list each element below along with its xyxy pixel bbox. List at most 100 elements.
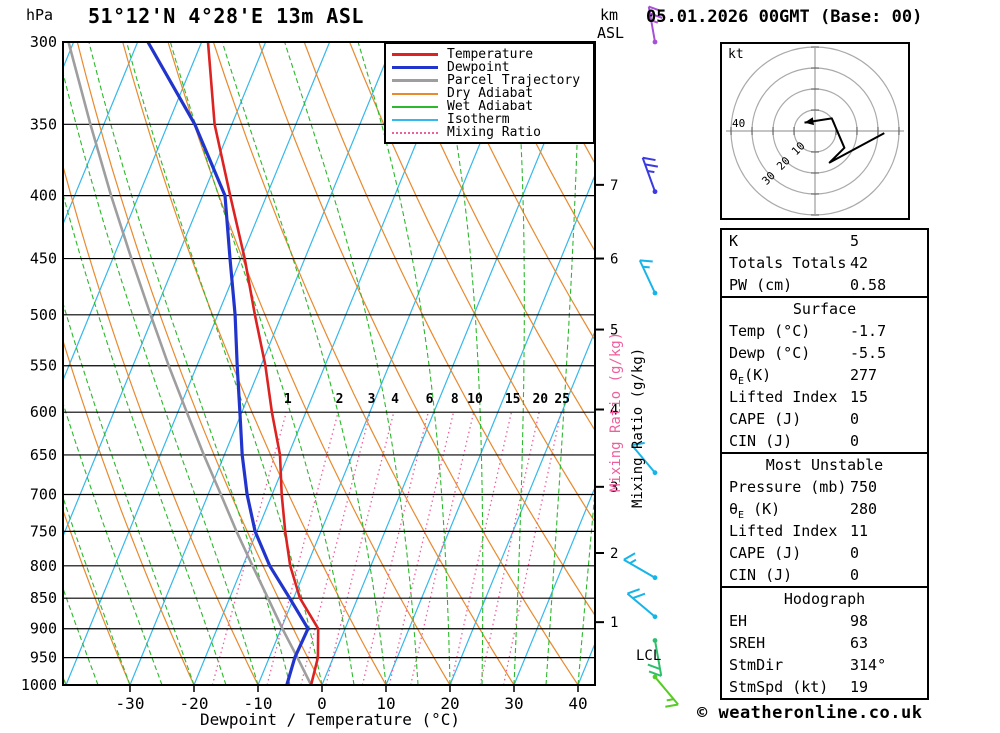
mixing-ratio-axis-label-pink: Mixing Ratio (g/kg) — [608, 331, 624, 492]
pressure-tick-label: 700 — [30, 486, 57, 504]
wind-barbs — [623, 5, 679, 708]
km-tick-label: 5 — [610, 323, 618, 339]
table-row: EH 98 — [722, 610, 927, 632]
mixing-ratio-value-label: 1 — [284, 392, 292, 407]
legend-item-label: Parcel Trajectory — [447, 73, 581, 88]
table-row-value: 280 — [850, 500, 878, 518]
temperature-tick-label: -10 — [244, 694, 273, 713]
wind-barb — [647, 638, 663, 677]
sounding-curves — [67, 42, 320, 685]
table-section: K 5 Totals Totals 42 PW (cm) 0.58 — [720, 228, 929, 298]
legend-item: Isotherm — [392, 113, 587, 126]
wind-barb — [652, 674, 679, 708]
table-row: Totals Totals 42 — [722, 252, 927, 274]
legend-swatch — [392, 66, 438, 69]
table-row-value: 0 — [850, 432, 860, 450]
table-row: CIN (J) 0 — [722, 564, 927, 586]
table-row-value: 98 — [850, 612, 869, 630]
indices-table: K 5 Totals Totals 42 PW (cm) 0.58 Surface Temp … — [720, 228, 929, 700]
mixing-ratio-value-label: 2 — [336, 392, 344, 407]
table-row-label: θE(K) — [729, 366, 772, 387]
altitude-axis-unit-km: km — [600, 6, 619, 24]
hodograph-ring-label: 30 — [759, 169, 778, 188]
table-row: CAPE (J) 0 — [722, 542, 927, 564]
mixing-ratio-value-labels: 1 2 3 4 6 8 10 15 20 25 — [284, 392, 570, 407]
table-row-value: 5 — [850, 232, 860, 250]
copyright: © weatheronline.co.uk — [697, 703, 923, 723]
parcel-trajectory-curve — [67, 42, 313, 685]
table-row-value: 0 — [850, 566, 860, 584]
hodograph-unit-label: kt — [728, 47, 744, 62]
pressure-tick-label: 950 — [30, 649, 57, 667]
km-tick-label: 7 — [610, 178, 618, 194]
table-section: Most Unstable Pressure (mb) 750 θE (K) 280 Li… — [720, 452, 929, 588]
plot-frame — [62, 41, 596, 686]
pressure-tick-label: 900 — [30, 620, 57, 638]
altitude-axis-unit-asl: ASL — [597, 24, 625, 42]
table-row-label: K — [729, 232, 739, 250]
isotherm-lines — [63, 42, 595, 685]
table-row: θE (K) 280 — [722, 498, 927, 521]
legend-item-label: Wet Adiabat — [447, 99, 534, 114]
pressure-tick-label: 850 — [30, 589, 57, 607]
table-row: StmDir 314° — [722, 654, 927, 676]
mixing-ratio-value-label: 15 — [505, 392, 521, 407]
table-row-label: CAPE (J) — [729, 544, 802, 562]
table-row: Temp (°C) -1.7 — [722, 320, 927, 342]
table-row-value: 0 — [850, 544, 860, 562]
temperature-curve — [206, 42, 320, 685]
hodograph-trace-arrowhead — [804, 117, 815, 126]
pressure-tick-label: 500 — [30, 306, 57, 324]
mixing-ratio-value-label: 20 — [532, 392, 548, 407]
mixing-ratio-value-label: 8 — [451, 392, 459, 407]
legend-item-label: Mixing Ratio — [447, 125, 541, 140]
pressure-tick-label: 600 — [30, 403, 57, 421]
wind-barb — [626, 588, 658, 620]
table-row-value: -1.7 — [850, 322, 887, 340]
mixing-ratio-lines — [211, 412, 562, 685]
dewpoint-curve — [146, 42, 310, 685]
table-row-label: CIN (J) — [729, 432, 793, 450]
mixing-ratio-value-label: 25 — [554, 392, 570, 407]
table-section: Surface Temp (°C) -1.7 Dewp (°C) -5.5 θE(K) 27… — [720, 296, 929, 454]
table-row-value: 19 — [850, 678, 869, 696]
mixing-ratio-axis-label: Mixing Ratio (g/kg) — [630, 347, 646, 508]
table-row-value: 15 — [850, 388, 869, 406]
table-row: StmSpd (kt) 19 — [722, 676, 927, 698]
legend-swatch — [392, 105, 438, 108]
temperature-tick-label: -20 — [180, 694, 209, 713]
table-row-value: -5.5 — [850, 344, 887, 362]
temperature-axis-label: Dewpoint / Temperature (°C) — [199, 710, 461, 729]
temperature-tick-label: 10 — [376, 694, 395, 713]
table-row-value: 0.58 — [850, 276, 887, 294]
run-datetime: 05.01.2026 00GMT (Base: 00) — [646, 7, 923, 27]
km-tick-label: 6 — [610, 252, 618, 268]
hodograph-ring-label: 20 — [774, 154, 793, 173]
legend-swatch — [392, 79, 438, 82]
mixing-ratio-value-label: 3 — [368, 392, 376, 407]
table-row-label: θE (K) — [729, 500, 781, 521]
pressure-tick-label: 1000 — [21, 676, 57, 694]
wind-barb — [647, 5, 663, 45]
table-row-label: StmSpd (kt) — [729, 678, 829, 696]
table-row-label: Temp (°C) — [729, 322, 811, 340]
table-row-label: SREH — [729, 634, 766, 652]
pressure-tick-label: 450 — [30, 250, 57, 268]
legend-item: Mixing Ratio — [392, 126, 587, 139]
table-row-label: PW (cm) — [729, 276, 793, 294]
legend-item-label: Temperature — [447, 47, 534, 62]
table-row-value: 11 — [850, 522, 869, 540]
table-row: PW (cm) 0.58 — [722, 274, 927, 296]
legend-item: Temperature — [392, 48, 587, 61]
wind-barb — [631, 441, 658, 476]
table-section: Hodograph EH 98 SREH 63 StmDir 314° StmSpd (kt)… — [720, 586, 929, 700]
table-row-value: 314° — [850, 656, 887, 674]
pressure-tick-label: 350 — [30, 115, 57, 133]
table-row-label: CIN (J) — [729, 566, 793, 584]
mixing-ratio-value-label: 4 — [391, 392, 399, 407]
pressure-tick-label: 400 — [30, 187, 57, 205]
legend-swatch — [392, 131, 438, 134]
